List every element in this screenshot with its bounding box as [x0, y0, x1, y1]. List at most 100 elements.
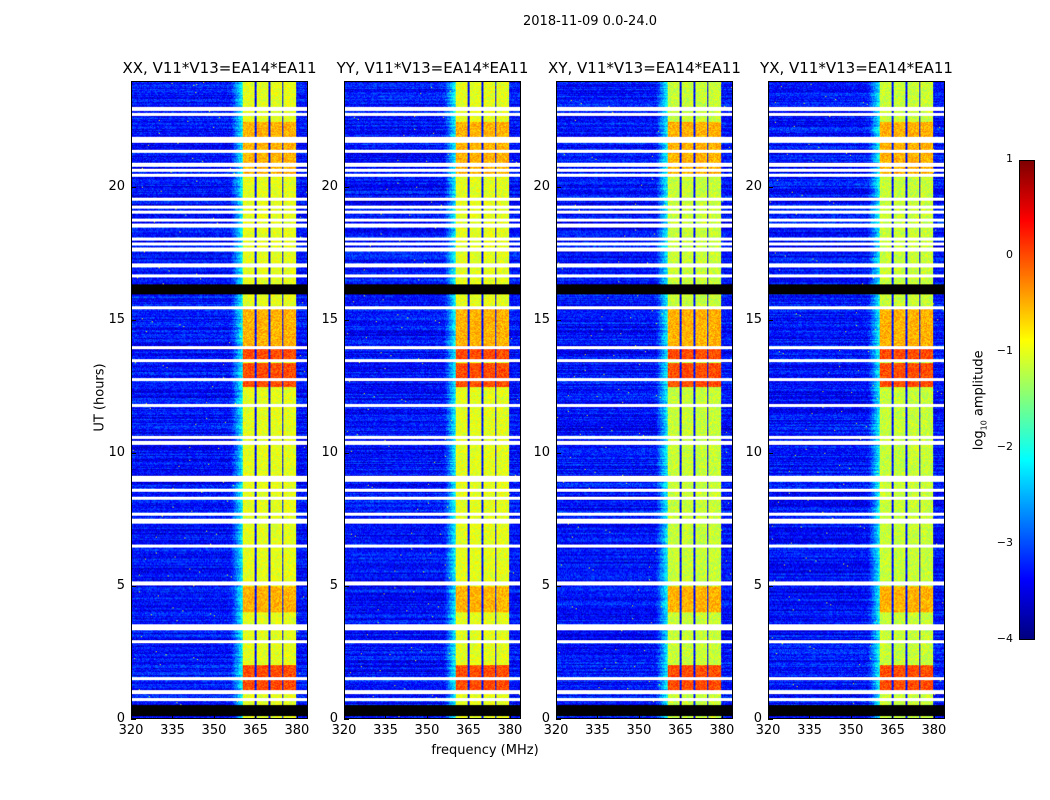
- panel-title: XX, V11*V13=EA14*EA11: [122, 59, 317, 77]
- x-tick-mark: [131, 714, 132, 719]
- y-tick-label: 10: [321, 445, 338, 461]
- y-tick-label: 20: [533, 179, 550, 195]
- colorbar: [1019, 160, 1035, 640]
- y-tick-label: 20: [108, 179, 125, 195]
- x-tick-mark: [509, 714, 511, 719]
- y-tick-mark: [131, 586, 136, 588]
- x-tick-mark: [638, 714, 640, 719]
- y-tick-label: 0: [753, 711, 762, 726]
- x-tick-mark: [721, 714, 723, 719]
- x-tick-mark: [426, 714, 428, 719]
- x-tick-label: 380: [284, 723, 310, 738]
- y-tick-label: 5: [329, 578, 338, 594]
- spectrogram-panel: [131, 81, 308, 719]
- y-tick-mark: [344, 586, 349, 588]
- x-tick-label: 335: [585, 723, 610, 738]
- x-tick-label: 365: [880, 723, 905, 738]
- x-tick-label: 365: [243, 723, 268, 738]
- y-tick-label: 0: [541, 711, 550, 726]
- heatmap-canvas: [132, 82, 307, 718]
- x-tick-label: 335: [160, 723, 185, 738]
- colorbar-tick-label: −4: [996, 632, 1013, 645]
- x-tick-mark: [850, 714, 852, 719]
- heatmap-canvas: [557, 82, 732, 718]
- panel-title: YX, V11*V13=EA14*EA11: [760, 59, 953, 77]
- x-tick-label: 365: [456, 723, 481, 738]
- x-tick-label: 380: [497, 723, 523, 738]
- y-tick-label: 20: [321, 179, 338, 195]
- y-tick-label: 5: [753, 578, 762, 594]
- y-tick-label: 15: [745, 312, 762, 328]
- heatmap-canvas: [345, 82, 520, 718]
- y-tick-label: 15: [321, 312, 338, 328]
- y-tick-label: 15: [108, 312, 125, 328]
- y-tick-mark: [556, 586, 561, 588]
- y-tick-mark: [131, 187, 136, 189]
- y-tick-label: 0: [116, 711, 125, 726]
- y-tick-label: 10: [533, 445, 550, 461]
- x-axis-label: frequency (MHz): [431, 743, 539, 758]
- y-tick-mark: [344, 453, 349, 455]
- panel-title: YY, V11*V13=EA14*EA11: [336, 59, 529, 77]
- x-tick-label: 320: [543, 723, 569, 738]
- y-tick-mark: [344, 187, 349, 189]
- y-tick-mark: [131, 453, 136, 455]
- y-tick-mark: [556, 719, 561, 720]
- y-axis-label: UT (hours): [92, 363, 108, 432]
- y-tick-mark: [768, 320, 773, 322]
- spectrogram-panel: [344, 81, 521, 719]
- heatmap-canvas: [769, 82, 944, 718]
- x-tick-mark: [172, 714, 174, 719]
- x-tick-label: 350: [201, 723, 227, 738]
- x-tick-label: 320: [331, 723, 357, 738]
- y-tick-mark: [556, 320, 561, 322]
- y-tick-label: 5: [116, 578, 125, 594]
- x-tick-mark: [892, 714, 894, 719]
- x-tick-mark: [255, 714, 257, 719]
- y-tick-mark: [131, 320, 136, 322]
- y-tick-label: 15: [533, 312, 550, 328]
- spectrogram-panel: [556, 81, 733, 719]
- x-tick-label: 365: [668, 723, 693, 738]
- colorbar-tick-label: 0: [1006, 248, 1013, 261]
- y-tick-mark: [556, 187, 561, 189]
- x-tick-label: 320: [118, 723, 144, 738]
- y-tick-mark: [768, 453, 773, 455]
- y-tick-mark: [344, 719, 349, 720]
- x-tick-mark: [933, 714, 935, 719]
- colorbar-tick-label: −3: [996, 536, 1013, 549]
- x-tick-mark: [296, 714, 298, 719]
- x-tick-label: 350: [626, 723, 652, 738]
- x-tick-mark: [468, 714, 470, 719]
- y-tick-label: 20: [745, 179, 762, 195]
- x-tick-mark: [597, 714, 599, 719]
- x-tick-mark: [680, 714, 682, 719]
- y-tick-mark: [768, 187, 773, 189]
- x-tick-mark: [213, 714, 215, 719]
- colorbar-tick-label: −2: [996, 440, 1013, 453]
- x-tick-label: 320: [755, 723, 781, 738]
- y-tick-mark: [768, 719, 773, 720]
- y-tick-label: 5: [541, 578, 550, 594]
- colorbar-tick-label: −1: [996, 344, 1013, 357]
- x-tick-label: 335: [797, 723, 822, 738]
- y-tick-mark: [344, 320, 349, 322]
- x-tick-label: 350: [838, 723, 864, 738]
- x-tick-mark: [768, 714, 769, 719]
- y-tick-label: 0: [329, 711, 338, 726]
- panel-title: XY, V11*V13=EA14*EA11: [548, 59, 741, 77]
- x-tick-mark: [809, 714, 811, 719]
- x-tick-label: 350: [414, 723, 440, 738]
- y-tick-mark: [131, 719, 136, 720]
- y-tick-mark: [768, 586, 773, 588]
- y-tick-mark: [556, 453, 561, 455]
- spectrogram-panel: [768, 81, 945, 719]
- figure-title: 2018-11-09 0.0-24.0: [523, 14, 657, 29]
- x-tick-mark: [385, 714, 387, 719]
- x-tick-mark: [344, 714, 345, 719]
- y-tick-label: 10: [108, 445, 125, 461]
- x-tick-label: 380: [709, 723, 735, 738]
- x-tick-label: 335: [373, 723, 398, 738]
- y-tick-label: 10: [745, 445, 762, 461]
